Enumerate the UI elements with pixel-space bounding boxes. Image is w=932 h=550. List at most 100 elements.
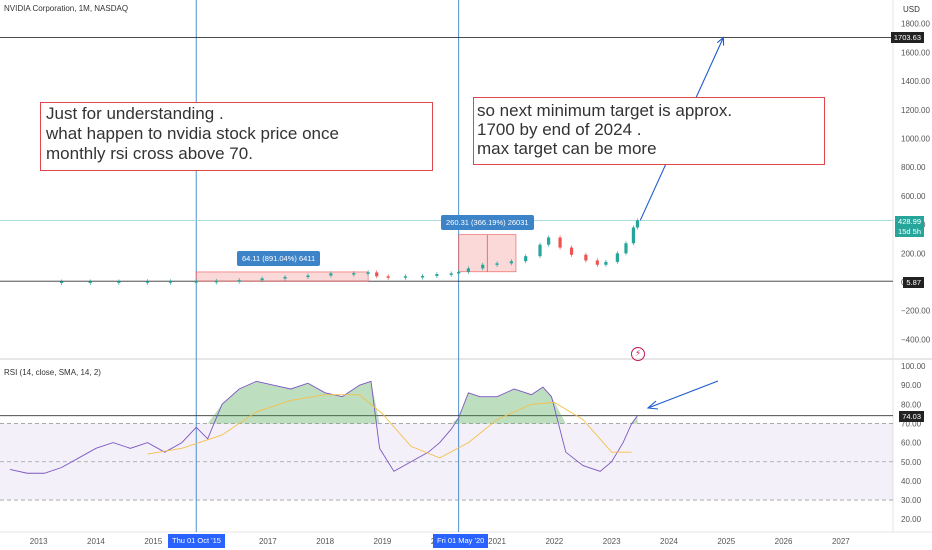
note-left-line-2: what happen to nvidia stock price once <box>46 124 339 143</box>
time-tick-label: 2021 <box>488 537 506 546</box>
candle <box>145 281 150 283</box>
note-right-line-3: max target can be more <box>477 139 657 158</box>
candle <box>420 275 425 278</box>
axes-layer: 1800.00 1600.00 1400.00 1200.00 1000.00 800.0… <box>30 20 931 546</box>
rsi-arrow <box>647 380 719 409</box>
candle <box>604 261 608 265</box>
candle <box>635 220 640 228</box>
symbol-header[interactable]: NVIDIA Corporation, 1M, NASDAQ <box>4 4 129 13</box>
candle <box>329 273 333 276</box>
time-label-1: Thu 01 Oct '15 <box>168 534 225 548</box>
candle <box>457 271 461 274</box>
time-tick-label: 2013 <box>30 537 48 546</box>
candle <box>168 281 173 283</box>
price-tick-label: −400.00 <box>901 335 931 344</box>
time-tick-label: 2026 <box>775 537 793 546</box>
time-tick-label: 2018 <box>316 537 334 546</box>
candle <box>403 276 407 278</box>
price-tick-label: 1800.00 <box>901 20 930 29</box>
grid <box>0 423 893 501</box>
candle <box>538 244 542 257</box>
price-tick-label: −200.00 <box>901 307 931 316</box>
candle <box>631 227 636 244</box>
candle <box>117 281 121 283</box>
candle <box>495 263 499 265</box>
candle <box>595 260 599 265</box>
measure-label-1: 64.11 (891.04%) 6411 <box>237 251 321 266</box>
price-tick-label: 200.00 <box>901 249 926 258</box>
candle <box>524 256 528 262</box>
rsi-tick-label: 80.00 <box>901 400 922 409</box>
rsi-tick-label: 50.00 <box>901 458 922 467</box>
rsi-header[interactable]: RSI (14, close, SMA, 14, 2) <box>4 368 101 377</box>
measure-box <box>195 271 369 282</box>
rsi-ma-line <box>147 394 632 459</box>
note-right-line-2: 1700 by end of 2024 . <box>477 120 642 139</box>
time-tick-label: 2024 <box>660 537 678 546</box>
candle <box>466 268 470 272</box>
candle <box>547 237 551 245</box>
low-price-label: 5.87 <box>903 277 924 288</box>
lightning-icon[interactable]: ⚡ <box>631 347 645 361</box>
time-tick-label: 2014 <box>87 537 105 546</box>
candle <box>569 247 574 255</box>
candle <box>306 275 310 278</box>
candle <box>481 264 485 269</box>
candle <box>386 276 390 278</box>
rsi-arrow-head <box>646 400 659 410</box>
candle <box>449 273 453 275</box>
price-tick-label: 1600.00 <box>901 48 930 57</box>
note-left-line-3: monthly rsi cross above 70. <box>46 144 253 163</box>
candle <box>237 280 241 282</box>
candle <box>59 281 64 283</box>
candle <box>214 280 218 283</box>
current-price-label: 428.99 <box>895 216 924 227</box>
note-left-line-1: Just for understanding . <box>46 104 224 123</box>
candle <box>375 272 379 277</box>
time-label-2: Fri 01 May '20 <box>433 534 489 548</box>
price-tick-label: 1200.00 <box>901 106 930 115</box>
rsi-overbought-fill <box>10 381 638 424</box>
candle <box>88 281 92 283</box>
candle <box>352 273 356 275</box>
time-tick-label: 2015 <box>144 537 162 546</box>
note-right-line-1: so next minimum target is approx. <box>477 101 733 120</box>
price-tick-label: 1400.00 <box>901 77 930 86</box>
currency-label: USD <box>903 5 920 14</box>
price-tick-label: 800.00 <box>901 163 926 172</box>
note-right[interactable]: so next minimum target is approx. 1700 b… <box>473 97 825 165</box>
rsi-tick-label: 90.00 <box>901 381 922 390</box>
candle <box>283 276 287 279</box>
rsi-tick-label: 30.00 <box>901 496 922 505</box>
note-left[interactable]: Just for understanding . what happen to … <box>40 102 433 171</box>
price-tick-label: 1000.00 <box>901 135 930 144</box>
rsi-tick-label: 100.00 <box>901 362 926 371</box>
time-tick-label: 2027 <box>832 537 850 546</box>
candle <box>435 274 439 276</box>
drawings-layer[interactable] <box>0 0 893 532</box>
rsi-tick-label: 40.00 <box>901 477 922 486</box>
series-layer <box>9 218 640 474</box>
time-tick-label: 2023 <box>603 537 621 546</box>
candle <box>366 272 370 274</box>
price-tick-label: 600.00 <box>901 192 926 201</box>
time-tick-label: 2025 <box>717 537 735 546</box>
rsi-line <box>9 380 638 474</box>
countdown-label: 15d 5h <box>895 226 924 237</box>
rsi-tick-label: 70.00 <box>901 419 922 428</box>
candle <box>624 243 628 254</box>
rsi-tick-label: 60.00 <box>901 439 922 448</box>
arrow-icon <box>716 36 725 46</box>
target-price-label: 1703.63 <box>890 32 924 43</box>
rsi-value-label: 74.03 <box>899 411 924 422</box>
candle <box>194 281 198 283</box>
candle <box>584 254 588 261</box>
measure-label-2: 260.31 (366.19%) 26031 <box>441 215 534 230</box>
candle <box>509 261 513 264</box>
rsi-tick-label: 20.00 <box>901 515 922 524</box>
candle <box>260 278 264 281</box>
time-tick-label: 2019 <box>374 537 392 546</box>
time-tick-label: 2017 <box>259 537 277 546</box>
candle <box>558 237 562 248</box>
